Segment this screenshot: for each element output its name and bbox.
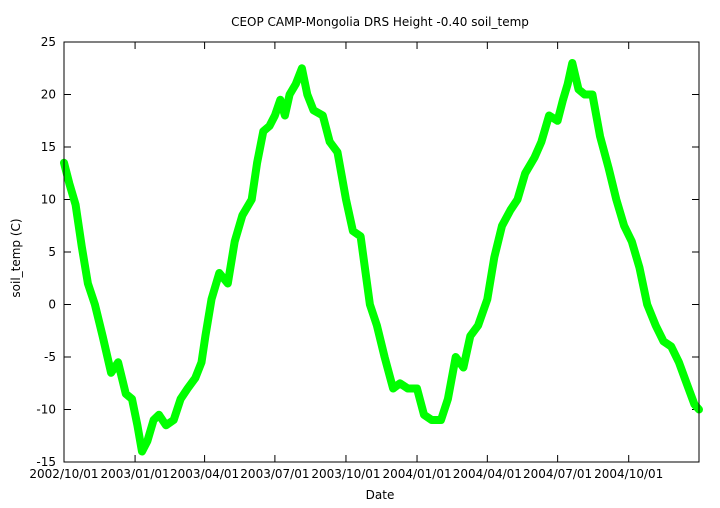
chart-title: CEOP CAMP-Mongolia DRS Height -0.40 soil… — [231, 15, 529, 29]
y-tick-label: 20 — [41, 88, 56, 102]
y-tick-label: -15 — [36, 455, 56, 469]
x-tick-label: 2004/07/01 — [523, 467, 592, 481]
x-tick-label: 2003/01/01 — [100, 467, 169, 481]
y-tick-label: 0 — [48, 298, 56, 312]
x-tick-label: 2004/04/01 — [453, 467, 522, 481]
y-tick-label: 25 — [41, 35, 56, 49]
y-axis-label: soil_temp (C) — [9, 218, 23, 297]
series-line-0 — [60, 59, 703, 456]
x-tick-label: 2004/01/01 — [382, 467, 451, 481]
x-tick-label: 2003/10/01 — [311, 467, 380, 481]
x-tick-label: 2003/07/01 — [240, 467, 309, 481]
x-axis-label: Date — [366, 488, 395, 502]
x-tick-label: 2002/10/01 — [29, 467, 98, 481]
y-tick-label: -10 — [36, 403, 56, 417]
x-tick-label: 2003/04/01 — [170, 467, 239, 481]
y-tick-label: 5 — [48, 245, 56, 259]
y-tick-label: 10 — [41, 193, 56, 207]
x-tick-label: 2004/10/01 — [594, 467, 663, 481]
plot-frame — [63, 41, 700, 463]
y-tick-label: -5 — [44, 350, 56, 364]
y-tick-label: 15 — [41, 140, 56, 154]
